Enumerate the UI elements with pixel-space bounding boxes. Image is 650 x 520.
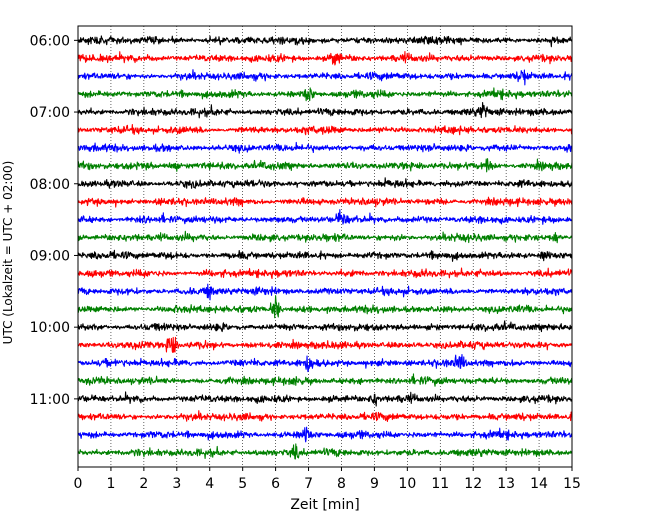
x-tick-label: 13 [497,476,515,492]
trace-0800 [77,177,573,189]
x-tick-label: 8 [337,476,346,492]
trace-1045 [77,373,573,387]
trace-0930 [77,283,573,301]
trace-1030 [77,354,573,373]
x-tick-label: 2 [139,476,148,492]
y-tick-label: 06:00 [30,33,70,49]
y-tick-label: 09:00 [30,248,70,264]
plot-frame [77,25,573,468]
y-tick-label: 10:00 [30,320,70,336]
trace-0615 [77,51,573,66]
trace-0830 [77,209,573,225]
seismic-traces [77,35,573,460]
trace-1130 [77,426,573,443]
trace-0645 [77,87,573,102]
x-tick-label: 14 [530,476,548,492]
x-axis-label: Zeit [min] [290,497,359,513]
trace-1100 [77,391,573,407]
x-tick-label: 6 [271,476,280,492]
x-tick-label: 9 [370,476,379,492]
x-tick-label: 1 [106,476,115,492]
trace-0915 [77,267,573,279]
trace-0730 [77,141,573,154]
x-tick-label: 5 [238,476,247,492]
trace-0945 [77,295,573,319]
trace-0600 [77,35,573,48]
y-axis-ticks: 06:00 07:00 08:00 09:00 10:00 11:00 [30,33,78,408]
x-tick-label: 3 [172,476,181,492]
y-tick-label: 08:00 [30,177,70,193]
trace-1000 [77,320,573,333]
trace-1115 [77,410,573,422]
x-tick-label: 0 [74,476,83,492]
x-tick-label: 12 [464,476,482,492]
trace-1015 [77,336,573,353]
y-axis-label: UTC (Lokalzeit = UTC + 02:00) [1,161,15,345]
x-tick-label: 10 [398,476,416,492]
trace-0715 [77,124,573,136]
y-tick-label: 11:00 [30,392,70,408]
trace-0845 [77,230,573,244]
x-tick-label: 11 [431,476,449,492]
trace-0815 [77,196,573,208]
x-tick-label: 15 [563,476,581,492]
trace-0745 [77,158,573,173]
trace-0700 [77,101,573,119]
x-tick-label: 4 [205,476,214,492]
trace-0630 [77,69,573,86]
trace-1145 [77,443,573,460]
y-tick-label: 07:00 [30,105,70,121]
trace-0900 [77,249,573,262]
x-axis-ticks: 0 1 2 3 4 5 6 7 8 9 10 11 12 13 14 15 [74,467,581,492]
x-tick-label: 7 [304,476,313,492]
